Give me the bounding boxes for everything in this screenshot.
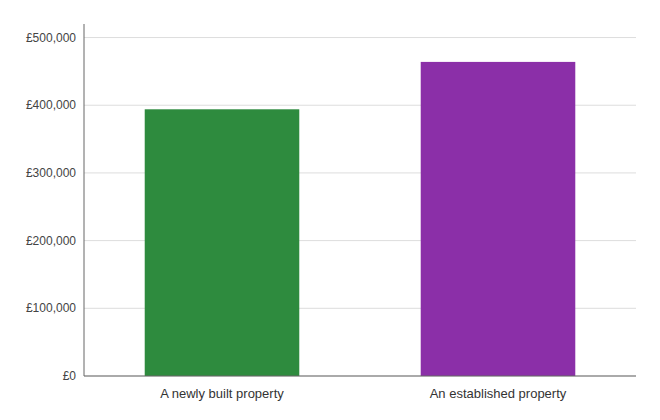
x-tick-label: A newly built property [160, 386, 284, 401]
chart: £0 £100,000 £200,000 £300,000 £400,000 £500,0… [0, 0, 660, 420]
y-tick-label: £300,000 [26, 166, 76, 180]
y-tick-label: £0 [63, 369, 77, 383]
y-tick-label: £100,000 [26, 301, 76, 315]
bars [145, 62, 576, 376]
page: {"chart_data": {"type": "bar", "categori… [0, 0, 660, 420]
x-axis-line [84, 376, 636, 377]
bar [145, 109, 300, 376]
grid-line [84, 376, 636, 377]
x-tick-label: An established property [430, 386, 567, 401]
y-axis-line [84, 24, 85, 376]
y-tick-label: £500,000 [26, 31, 76, 45]
grid-line [84, 37, 636, 38]
bar [421, 62, 576, 376]
y-tick-labels: £0 £100,000 £200,000 £300,000 £400,000 £500,0… [26, 31, 76, 383]
y-tick-label: £400,000 [26, 98, 76, 112]
grid [84, 38, 636, 376]
y-tick-label: £200,000 [26, 234, 76, 248]
x-tick-labels: A newly built property An established pro… [160, 386, 567, 401]
